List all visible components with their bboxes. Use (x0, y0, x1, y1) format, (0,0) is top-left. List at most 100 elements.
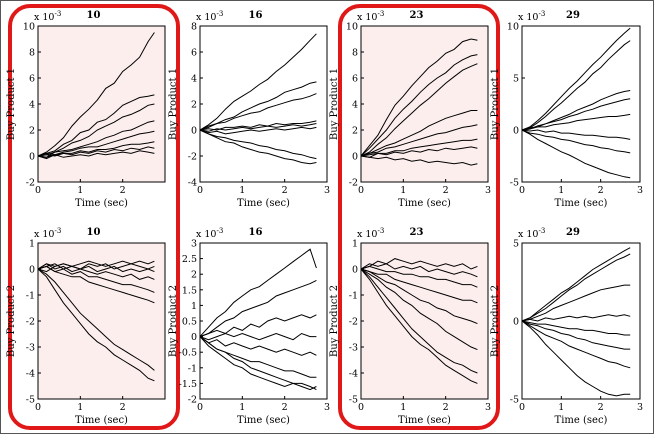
series-line-7 (199, 129, 317, 160)
series-line-2 (360, 268, 478, 374)
series-line-1 (360, 38, 478, 157)
series-line-6 (521, 320, 631, 350)
y-tick-label: -5 (26, 395, 35, 406)
series-line-8 (360, 258, 478, 270)
series-line-8 (199, 129, 317, 165)
y-tick-label: 4 (191, 74, 197, 85)
y-tick-label: -1 (26, 291, 35, 302)
y-tick-label: 0 (352, 152, 358, 163)
exponent-label: x 10-3 (357, 227, 384, 240)
y-axis-label: Buy Product 1 (490, 68, 501, 140)
series-line-4 (37, 120, 155, 157)
series-line-4 (521, 98, 631, 131)
x-tick-label: 0 (519, 185, 525, 196)
series-line-2 (37, 268, 155, 371)
plot-area-background (38, 243, 165, 399)
x-axis-label: Time (sec) (237, 415, 290, 426)
y-tick-label: 2 (191, 270, 197, 281)
x-tick-label: 1 (239, 185, 245, 196)
series-line-2 (37, 94, 155, 157)
exponent-label: x 10-3 (518, 10, 545, 23)
series-line-1 (37, 32, 155, 157)
chart-title: 10 (87, 227, 101, 238)
y-tick-label: 2.5 (182, 254, 197, 265)
x-tick-label: 0 (35, 185, 41, 196)
series-line-3 (360, 268, 478, 351)
x-tick-label: 2 (282, 402, 288, 413)
x-tick-label: 3 (637, 185, 643, 196)
y-axis-label: Buy Product 1 (6, 68, 17, 140)
exponent-label: x 10-3 (196, 10, 223, 23)
x-tick-label: 1 (77, 402, 83, 413)
x-tick-label: 0 (197, 402, 203, 413)
series-line-4 (521, 314, 631, 322)
y-tick-label: 2 (29, 126, 35, 137)
x-axis-label: Time (sec) (75, 198, 128, 209)
y-tick-label: -5 (510, 178, 519, 189)
series-line-7 (360, 263, 478, 278)
x-tick-label: 0 (197, 185, 203, 196)
x-tick-label: 3 (324, 185, 330, 196)
series-line-3 (521, 284, 631, 322)
x-tick-label: 3 (485, 185, 491, 196)
x-tick-label: 2 (282, 185, 288, 196)
series-line-2 (199, 81, 317, 131)
series-line-5 (199, 336, 317, 356)
y-tick-label: 10 (23, 22, 35, 33)
series-line-3 (521, 90, 631, 131)
series-line-3 (199, 93, 317, 131)
series-line-5 (37, 263, 155, 280)
chart-title: 23 (410, 227, 424, 238)
y-tick-label: -4 (26, 369, 35, 380)
x-tick-label: 3 (637, 402, 643, 413)
series-line-7 (521, 129, 631, 154)
y-tick-label: 5 (513, 74, 519, 85)
y-tick-label: 1 (352, 239, 358, 250)
exponent-label: x 10-3 (357, 10, 384, 23)
series-line-8 (37, 150, 155, 158)
series-line-1 (521, 247, 631, 322)
y-tick-label: 6 (191, 48, 197, 59)
chart-title: 10 (87, 10, 101, 21)
y-tick-label: -1 (349, 291, 358, 302)
y-tick-label: 6 (29, 74, 35, 85)
axes-box (521, 242, 641, 400)
y-tick-label: 4 (29, 100, 35, 111)
x-tick-label: 1 (558, 185, 564, 196)
axes-box (199, 25, 328, 183)
plot-area-background (361, 26, 488, 182)
y-axis-label: Buy Product 1 (168, 68, 179, 140)
exponent-label: x 10-3 (518, 227, 545, 240)
series-line-5 (199, 123, 317, 132)
series-line-4 (37, 265, 155, 293)
y-tick-label: 1 (191, 301, 197, 312)
y-tick-label: 0 (29, 152, 35, 163)
y-tick-label: -5 (349, 395, 358, 406)
highlight-box-right (338, 4, 500, 430)
x-tick-label: 0 (358, 185, 364, 196)
series-line-3 (37, 265, 155, 304)
x-tick-label: 2 (443, 402, 449, 413)
y-tick-label: 2 (352, 126, 358, 137)
y-tick-label: -2 (349, 317, 358, 328)
y-tick-label: 5 (513, 239, 519, 250)
exponent-label: x 10-3 (196, 227, 223, 240)
y-tick-label: 10 (507, 22, 519, 33)
axes-box (199, 242, 328, 400)
series-line-5 (360, 268, 478, 304)
x-tick-label: 0 (35, 402, 41, 413)
chart-title: 29 (566, 227, 580, 238)
y-tick-label: -2 (26, 178, 35, 189)
y-tick-label: -4 (188, 178, 197, 189)
series-line-4 (360, 268, 478, 325)
series-line-6 (37, 141, 155, 160)
series-line-8 (521, 129, 631, 179)
x-axis-label: Time (sec) (75, 415, 128, 426)
series-line-7 (360, 146, 478, 158)
series-line-3 (360, 63, 478, 157)
y-tick-label: -4 (349, 369, 358, 380)
y-tick-label: -1 (188, 363, 197, 374)
series-line-8 (199, 336, 317, 391)
chart-panel-2: 0 1 2 3 -4 -2 0 2 4 6 8x 10-3 16 Time (sec) Buy Produ… (168, 10, 330, 209)
